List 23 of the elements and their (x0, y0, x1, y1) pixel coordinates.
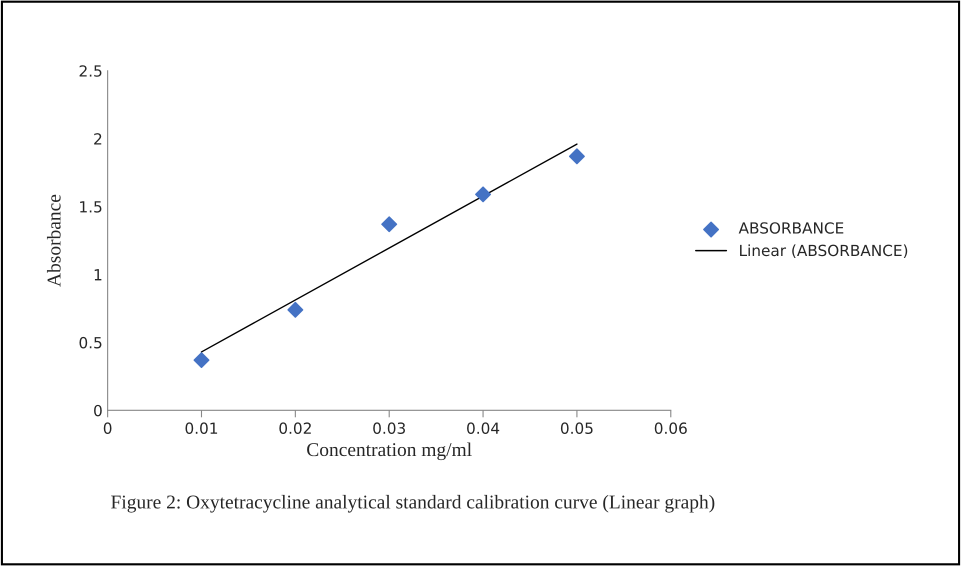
caption: Figure 2: Oxytetracycline analytical standard calibration curve (Linear graph) (111, 494, 714, 513)
y-axis-title: Absorbance (46, 194, 61, 287)
x-tick-label: 0.01 (185, 422, 218, 434)
point (381, 216, 398, 232)
point (287, 302, 304, 318)
legend-label: ABSORBANCE (738, 222, 844, 234)
x-tick-label: 0.06 (654, 422, 687, 434)
x-tick-label: 0.05 (560, 422, 593, 434)
y-tick-label: 1 (94, 269, 102, 280)
point (475, 186, 492, 202)
x-tick-label: 0.03 (373, 422, 405, 434)
x-tick-label: 0 (104, 422, 112, 434)
y-tick-label: 2.5 (80, 65, 102, 77)
point (568, 148, 585, 164)
y-tick-label: 0.5 (79, 336, 102, 348)
legend-label: Linear (ABSORBANCE) (740, 244, 908, 258)
y-tick-label: 2 (94, 133, 102, 144)
x-axis-title: Concentration mg/ml (307, 442, 472, 460)
x-tick-label: 0.02 (279, 422, 311, 434)
y-tick-label: 0 (94, 404, 102, 416)
x-tick-label: 0.04 (467, 422, 500, 434)
y-tick-label: 1.5 (80, 201, 102, 213)
point (194, 352, 210, 368)
